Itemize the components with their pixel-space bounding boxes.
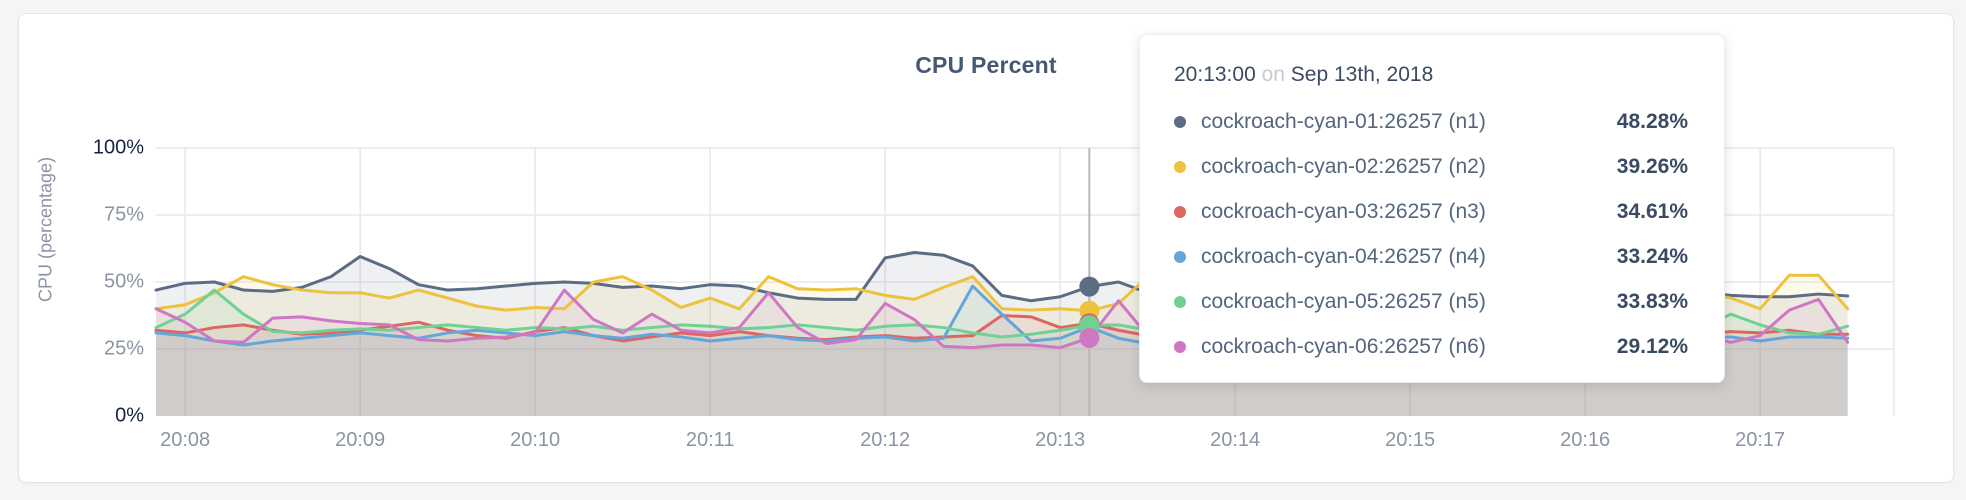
series-area <box>156 286 1848 416</box>
tooltip-time: 20:13:00 <box>1174 63 1256 86</box>
series-color-dot <box>1174 115 1186 128</box>
tooltip-row-n5: cockroach-cyan-05:26257 (n5) 33.83% <box>1174 279 1688 324</box>
cpu-percent-graph-card: CPU Percent CPU (percentage) 0% 25% 50% 75%… <box>18 13 1954 483</box>
tooltip-series-label: cockroach-cyan-03:26257 (n3) <box>1201 199 1486 223</box>
y-axis-tick-label: 25% <box>104 337 144 359</box>
tooltip-series-value: 33.24% <box>1616 244 1688 268</box>
x-axis-tick-label: 20:11 <box>686 429 735 451</box>
tooltip-series-label: cockroach-cyan-01:26257 (n1) <box>1201 109 1486 133</box>
tooltip-series-value: 48.28% <box>1616 109 1688 133</box>
tooltip-series-value: 33.83% <box>1616 289 1688 313</box>
tooltip-date: Sep 13th, 2018 <box>1290 63 1434 86</box>
x-axis-tick-label: 20:13 <box>1035 429 1085 451</box>
series-color-dot <box>1174 160 1186 173</box>
tooltip-series-label: cockroach-cyan-02:26257 (n2) <box>1201 154 1486 178</box>
y-axis-tick-label: 100% <box>93 136 144 158</box>
tooltip-row-n3: cockroach-cyan-03:26257 (n3) 34.61% <box>1174 189 1688 234</box>
x-axis-tick-label: 20:17 <box>1735 429 1785 451</box>
series-color-dot <box>1174 295 1186 308</box>
tooltip-series-value: 39.26% <box>1616 154 1688 178</box>
hover-point-dot <box>1079 276 1100 297</box>
chart-title: CPU Percent <box>915 52 1057 78</box>
x-axis-tick-label: 20:09 <box>335 429 385 451</box>
tooltip-series-label: cockroach-cyan-05:26257 (n5) <box>1201 289 1486 313</box>
tooltip-title: 20:13:00 on Sep 13th, 2018 <box>1174 63 1688 87</box>
tooltip-series-value: 29.12% <box>1616 334 1688 358</box>
chart-tooltip: 20:13:00 on Sep 13th, 2018 cockroach-cya… <box>1139 34 1725 383</box>
series-color-dot <box>1174 205 1186 218</box>
x-axis-tick-label: 20:15 <box>1385 429 1435 451</box>
hover-point-dot <box>1079 327 1100 348</box>
series-area <box>156 290 1848 416</box>
tooltip-row-n1: cockroach-cyan-01:26257 (n1) 48.28% <box>1174 99 1688 144</box>
tooltip-row-n2: cockroach-cyan-02:26257 (n2) 39.26% <box>1174 144 1688 189</box>
y-axis-tick-label: 0% <box>115 404 144 426</box>
x-axis-tick-label: 20:16 <box>1560 429 1610 451</box>
x-axis-tick-label: 20:12 <box>860 429 910 451</box>
tooltip-row-n6: cockroach-cyan-06:26257 (n6) 29.12% <box>1174 324 1688 369</box>
tooltip-conjunction: on <box>1261 63 1285 86</box>
tooltip-row-n4: cockroach-cyan-04:26257 (n4) 33.24% <box>1174 234 1688 279</box>
tooltip-series-label: cockroach-cyan-06:26257 (n6) <box>1201 334 1486 358</box>
tooltip-series-label: cockroach-cyan-04:26257 (n4) <box>1201 244 1486 268</box>
y-axis-tick-label: 75% <box>104 203 144 225</box>
tooltip-series-value: 34.61% <box>1616 199 1688 223</box>
series-color-dot <box>1174 250 1186 263</box>
tooltip-rows: cockroach-cyan-01:26257 (n1) 48.28% cockro… <box>1174 99 1688 369</box>
x-axis-tick-label: 20:10 <box>510 429 560 451</box>
series-color-dot <box>1174 340 1186 353</box>
y-axis-tick-label: 50% <box>104 270 144 292</box>
x-axis-tick-label: 20:08 <box>160 429 210 451</box>
x-axis-tick-label: 20:14 <box>1210 429 1260 451</box>
series-area <box>156 290 1848 416</box>
